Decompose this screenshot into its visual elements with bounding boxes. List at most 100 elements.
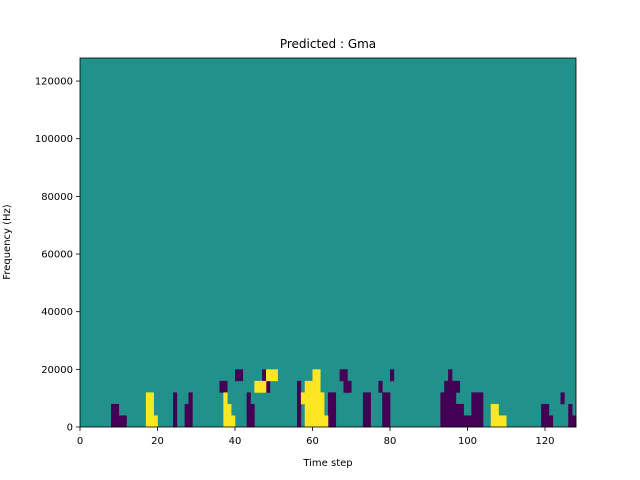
heatmap-cell-high xyxy=(304,392,309,405)
heatmap-cell-high xyxy=(223,403,228,416)
heatmap-cell-low xyxy=(362,415,368,428)
heatmap-cell-low xyxy=(297,415,302,428)
heatmap-cell-low xyxy=(347,380,352,393)
heatmap-cell-high xyxy=(300,392,306,405)
heatmap-cell-low xyxy=(545,415,550,428)
y-axis: 0 20000 40000 60000 80000 100000 120000 xyxy=(35,77,80,434)
y-tick-label: 100000 xyxy=(35,134,73,145)
heatmap-cell-low xyxy=(541,403,546,416)
heatmap-cell-low xyxy=(572,415,577,428)
heatmap-cell-high xyxy=(494,415,499,428)
heatmap-cell-low xyxy=(448,380,453,393)
heatmap-cell-low xyxy=(440,415,445,428)
heatmap-cell-low xyxy=(122,415,127,428)
heatmap-cell-high xyxy=(227,403,232,416)
heatmap-cell-low xyxy=(386,403,391,416)
heatmap-cell-low xyxy=(545,403,550,416)
heatmap-cell-low xyxy=(343,380,348,393)
heatmap-cell-low xyxy=(541,415,546,428)
heatmap-cell-high xyxy=(490,415,495,428)
heatmap-cell-high xyxy=(308,380,313,393)
heatmap-cell-high xyxy=(258,380,263,393)
y-axis-label: Frequency (Hz) xyxy=(2,204,13,280)
heatmap-cell-low xyxy=(366,392,371,405)
heatmap-cell-low xyxy=(560,392,565,405)
heatmap-cell-low xyxy=(382,392,387,405)
heatmap-cell-low xyxy=(366,403,371,416)
heatmap-cell-low xyxy=(452,415,457,428)
heatmap-cell-low xyxy=(440,403,445,416)
x-tick-label: 20 xyxy=(151,436,164,447)
y-tick-label: 20000 xyxy=(41,365,73,376)
y-tick-label: 80000 xyxy=(41,192,73,203)
heatmap-cell-low xyxy=(479,415,484,428)
heatmap-cell-low xyxy=(471,392,476,405)
heatmap-cell-high xyxy=(316,403,321,416)
heatmap-cell-low xyxy=(173,392,178,405)
heatmap-cell-low xyxy=(339,369,344,382)
heatmap-cell-low xyxy=(238,369,244,382)
heatmap-cell-low xyxy=(297,403,302,416)
heatmap-cell-low xyxy=(118,415,123,428)
heatmap-cell-low xyxy=(459,403,464,416)
heatmap-cell-high xyxy=(304,415,309,428)
heatmap-cell-high xyxy=(304,380,309,393)
heatmap-background xyxy=(80,58,576,427)
heatmap-cell-high xyxy=(145,392,151,405)
heatmap-cell-low xyxy=(250,415,255,428)
heatmap-cell-low xyxy=(362,403,368,416)
heatmap-cell-low xyxy=(459,415,464,428)
heatmap-cell-low xyxy=(114,403,120,416)
heatmap-cell-low xyxy=(219,380,224,393)
heatmap-cell-low xyxy=(467,415,472,428)
heatmap-cell-low xyxy=(382,403,387,416)
heatmap-cell-low xyxy=(448,369,453,382)
heatmap-cell-low xyxy=(328,403,333,416)
heatmap-cell-high xyxy=(320,415,325,428)
heatmap-cell-low xyxy=(548,415,554,428)
x-tick-label: 40 xyxy=(229,436,242,447)
x-tick-label: 100 xyxy=(458,436,477,447)
heatmap-cell-low xyxy=(386,415,391,428)
heatmap-cell-high xyxy=(308,403,313,416)
heatmap-cell-low xyxy=(111,403,116,416)
heatmap-cell-high xyxy=(227,415,232,428)
heatmap-cell-high xyxy=(316,369,321,382)
heatmap-cell-high xyxy=(273,369,278,382)
heatmap-cell-high xyxy=(149,403,154,416)
heatmap-cell-high xyxy=(266,369,271,382)
heatmap-cell-low xyxy=(479,403,484,416)
plot-frame xyxy=(79,57,577,428)
heatmap-cell-high xyxy=(308,392,313,405)
heatmap-cell-low xyxy=(452,403,457,416)
y-tick-label: 60000 xyxy=(41,250,73,261)
heatmap-cell-low xyxy=(331,392,337,405)
heatmap-cell-high xyxy=(269,369,275,382)
heatmap-cell-high xyxy=(502,415,507,428)
heatmap-cell-high xyxy=(312,369,317,382)
heatmap-cell-low xyxy=(223,380,228,393)
heatmap-cell-low xyxy=(262,369,267,382)
heatmap-cell-high xyxy=(324,415,329,428)
y-tick-label: 120000 xyxy=(35,77,73,88)
heatmap-cell-low xyxy=(390,369,395,382)
heatmap-cell-low xyxy=(463,415,468,428)
heatmap-cell-low xyxy=(246,403,251,416)
heatmap-cell-low xyxy=(184,415,189,428)
y-tick-label: 40000 xyxy=(41,307,73,318)
heatmap-cells xyxy=(80,58,577,428)
heatmap-cell-high xyxy=(145,415,151,428)
heatmap-cell-low xyxy=(448,392,453,405)
heatmap-cell-low xyxy=(444,380,449,393)
x-tick-label: 80 xyxy=(384,436,397,447)
heatmap-cell-low xyxy=(188,415,193,428)
heatmap-cell-low xyxy=(184,403,189,416)
heatmap-cell-low xyxy=(331,415,337,428)
y-tick-label: 0 xyxy=(67,423,73,434)
heatmap-cell-high xyxy=(231,415,236,428)
heatmap-cell-low xyxy=(475,392,480,405)
heatmap-cell-low xyxy=(440,392,445,405)
heatmap-cell-high xyxy=(312,380,317,393)
heatmap-cell-low xyxy=(471,415,476,428)
